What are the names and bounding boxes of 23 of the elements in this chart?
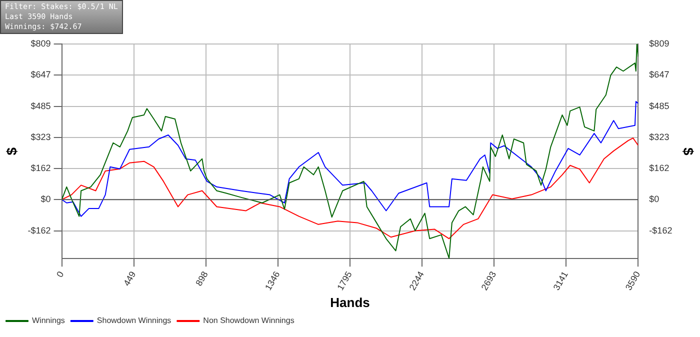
legend-label: Winnings [32,316,65,326]
y2-axis-title: $ [680,147,697,156]
y-axis-title: $ [3,147,20,156]
y-tick-label: $809 [30,38,51,48]
y2-tick-label: $647 [649,70,670,80]
y-tick-label: $323 [30,132,51,142]
y-tick-label: $485 [30,100,51,111]
x-tick-label: 898 [194,270,210,288]
y2-tick-label: $162 [649,162,670,173]
y-tick-label: -$162 [28,225,51,236]
legend-label: Showdown Winnings [96,316,172,326]
x-axis-title: Hands [330,294,370,310]
y2-tick-label: -$162 [649,225,672,236]
y2-tick-label: $809 [649,38,670,48]
x-tick-label: 449 [122,270,138,288]
y2-tick-label: $0 [649,194,660,204]
y-tick-label: $162 [30,162,51,173]
legend-label: Non Showdown Winnings [203,316,294,326]
y-tick-label: $647 [30,70,51,80]
y2-tick-label: $485 [649,100,670,111]
y-tick-label: $0 [40,194,51,204]
y2-tick-label: $323 [649,132,670,142]
x-tick-label: 0 [54,270,66,279]
